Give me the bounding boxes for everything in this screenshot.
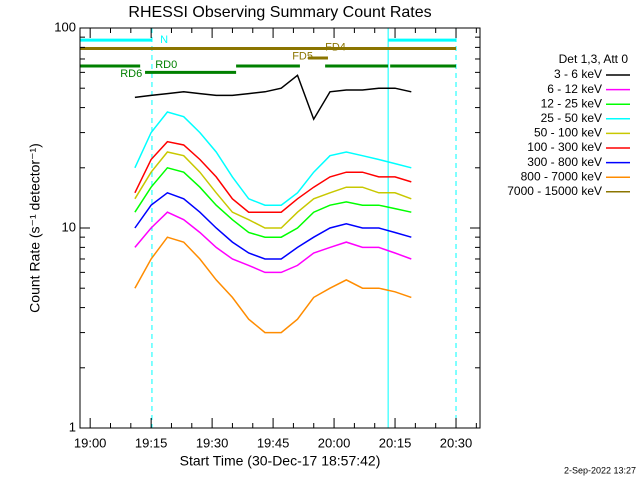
y-tick-label: 10: [62, 219, 76, 234]
series-line: [134, 191, 412, 260]
x-tick-label: 20:30: [440, 435, 473, 450]
series-line: [134, 111, 412, 206]
x-tick-label: 20:15: [379, 435, 412, 450]
legend-label: 3 - 6 keV: [554, 67, 602, 81]
x-tick-label: 19:15: [135, 435, 168, 450]
x-tick-label: 19:30: [196, 435, 229, 450]
x-tick-label: 19:45: [257, 435, 290, 450]
y-tick-label: 1: [69, 419, 76, 434]
legend-label: 25 - 50 keV: [541, 111, 602, 125]
y-axis-label: Count Rate (s⁻¹ detector⁻¹): [27, 143, 43, 313]
series-line: [134, 211, 412, 274]
legend-label: 800 - 7000 keV: [521, 169, 602, 183]
legend-label: 300 - 800 keV: [527, 155, 602, 169]
flag-label: RD6: [120, 68, 142, 80]
flag-label: FD5: [292, 50, 313, 62]
series-line: [134, 236, 412, 334]
legend-label: 7000 - 15000 keV: [507, 184, 602, 198]
flag-label: N: [160, 34, 168, 46]
legend-label: 50 - 100 keV: [534, 126, 602, 140]
series-line: [134, 74, 412, 121]
series-line: [134, 140, 412, 213]
legend-label: 6 - 12 keV: [547, 82, 602, 96]
series-line: [134, 151, 412, 229]
timestamp: 2-Sep-2022 13:27: [564, 465, 636, 475]
legend-label: 12 - 25 keV: [541, 96, 602, 110]
chart-title: RHESSI Observing Summary Count Rates: [128, 4, 431, 21]
x-tick-label: 19:00: [74, 435, 107, 450]
legend-label: 100 - 300 keV: [527, 140, 602, 154]
flag-label: FD4: [325, 41, 346, 53]
x-tick-label: 20:00: [318, 435, 351, 450]
flag-label: RD0: [155, 59, 177, 71]
y-tick-label: 100: [54, 19, 76, 34]
series-line: [134, 166, 412, 238]
legend-title: Det 1,3, Att 0: [559, 52, 629, 66]
x-axis-label: Start Time (30-Dec-17 18:57:42): [180, 453, 381, 469]
